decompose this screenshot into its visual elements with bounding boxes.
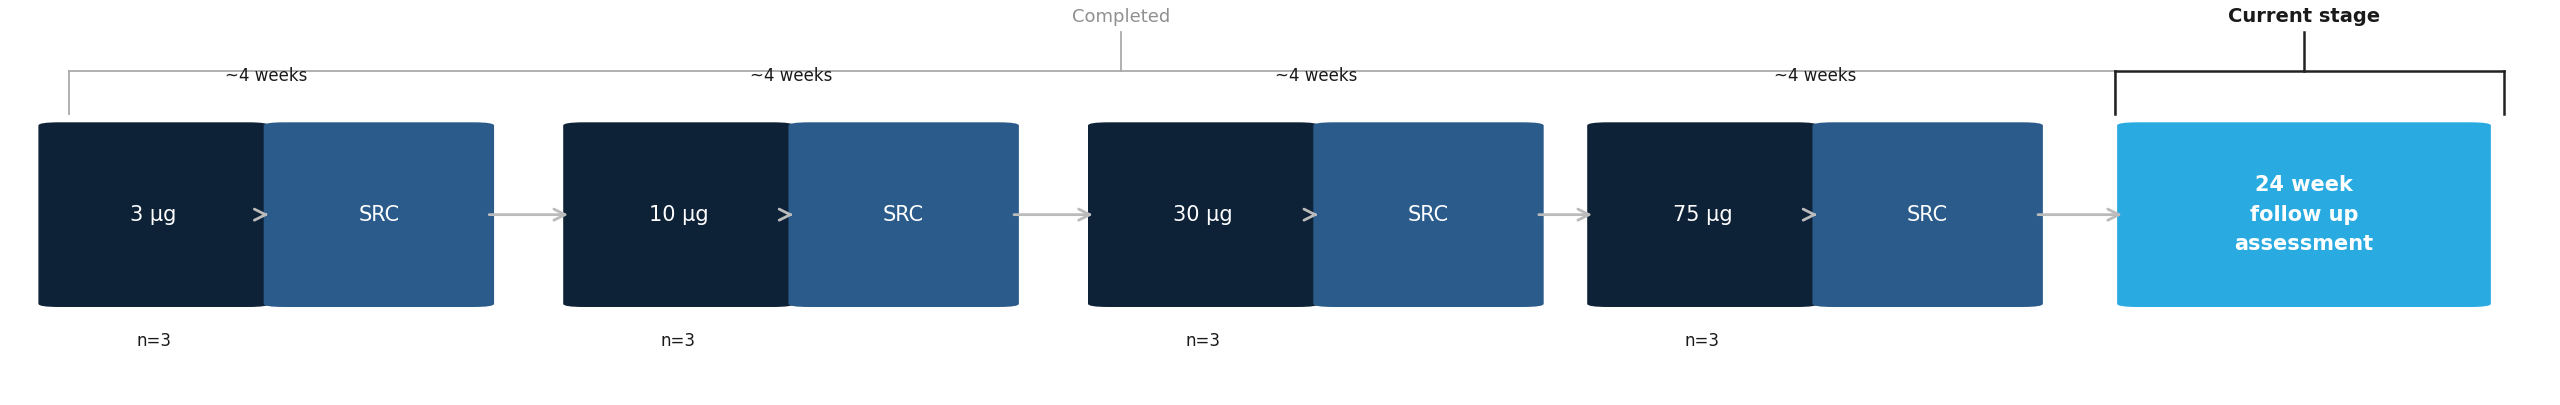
Text: SRC: SRC bbox=[1907, 205, 1948, 225]
Text: 75 μg: 75 μg bbox=[1672, 205, 1733, 225]
FancyBboxPatch shape bbox=[1088, 122, 1318, 307]
Text: Completed: Completed bbox=[1073, 9, 1170, 26]
Text: ~4 weeks: ~4 weeks bbox=[750, 67, 832, 85]
FancyBboxPatch shape bbox=[2117, 122, 2491, 307]
FancyBboxPatch shape bbox=[38, 122, 269, 307]
Text: SRC: SRC bbox=[883, 205, 924, 225]
Text: n=3: n=3 bbox=[136, 332, 172, 350]
Text: n=3: n=3 bbox=[1185, 332, 1221, 350]
FancyBboxPatch shape bbox=[1812, 122, 2043, 307]
Text: ~4 weeks: ~4 weeks bbox=[225, 67, 307, 85]
Text: Current stage: Current stage bbox=[2227, 7, 2381, 26]
FancyBboxPatch shape bbox=[264, 122, 494, 307]
Text: ~4 weeks: ~4 weeks bbox=[1774, 67, 1856, 85]
Text: 10 μg: 10 μg bbox=[648, 205, 709, 225]
Text: n=3: n=3 bbox=[660, 332, 696, 350]
FancyBboxPatch shape bbox=[1587, 122, 1818, 307]
Text: SRC: SRC bbox=[1408, 205, 1449, 225]
FancyBboxPatch shape bbox=[1313, 122, 1544, 307]
Text: SRC: SRC bbox=[358, 205, 399, 225]
Text: n=3: n=3 bbox=[1684, 332, 1720, 350]
Text: 3 μg: 3 μg bbox=[131, 205, 177, 225]
FancyBboxPatch shape bbox=[563, 122, 794, 307]
Text: 30 μg: 30 μg bbox=[1172, 205, 1234, 225]
Text: 24 week
follow up
assessment: 24 week follow up assessment bbox=[2235, 175, 2373, 254]
Text: ~4 weeks: ~4 weeks bbox=[1275, 67, 1357, 85]
FancyBboxPatch shape bbox=[788, 122, 1019, 307]
